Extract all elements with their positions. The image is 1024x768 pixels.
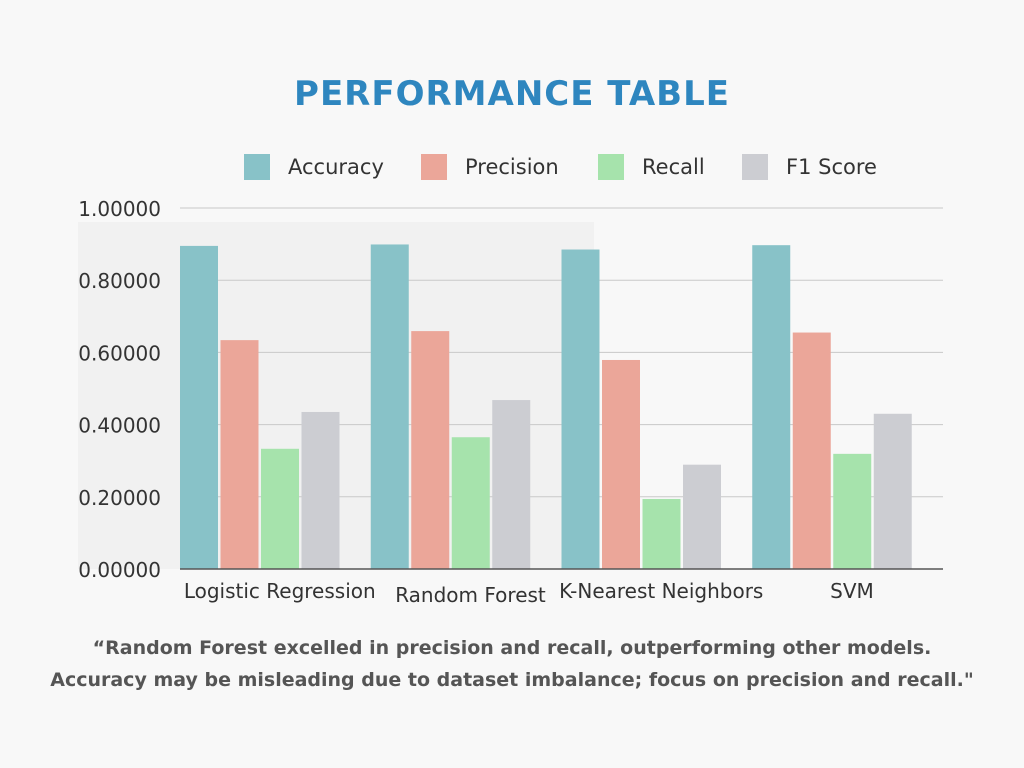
x-tick-label: SVM <box>830 579 874 603</box>
x-tick-label: Logistic Regression <box>184 579 376 603</box>
legend-label: Accuracy <box>288 155 384 179</box>
bar-precision <box>220 340 259 569</box>
bar-precision <box>602 359 640 569</box>
legend-item-accuracy: Accuracy <box>244 150 384 184</box>
y-tick-label: 1.00000 <box>78 197 161 221</box>
legend-item-recall: Recall <box>598 150 705 184</box>
bar-chart: 0.00000 0.20000 0.40000 0.60000 0.80000 1.000… <box>78 197 943 607</box>
legend-item-f1-score: F1 Score <box>742 150 877 184</box>
x-tick-label: Random Forest <box>395 583 546 607</box>
footer-line-2: Accuracy may be misleading due to datase… <box>50 669 974 691</box>
bar-precision <box>792 332 831 569</box>
bar-recall <box>642 498 681 569</box>
y-tick-label: 0.80000 <box>78 269 161 293</box>
legend-label: Precision <box>465 155 559 179</box>
bar-precision <box>411 331 450 569</box>
y-tick-label: 0.20000 <box>78 486 161 510</box>
bar-f1-score <box>492 400 531 569</box>
legend-swatch <box>421 154 447 180</box>
legend-label: F1 Score <box>786 155 877 179</box>
bar-recall <box>451 437 490 569</box>
x-tick-label: K-Nearest Neighbors <box>559 579 763 603</box>
footer-line-1: “Random Forest excelled in precision and… <box>92 637 932 659</box>
legend-swatch <box>598 154 624 180</box>
legend-swatch <box>742 154 768 180</box>
bar-recall <box>833 453 872 569</box>
y-tick-label: 0.60000 <box>78 341 161 365</box>
y-tick-label: 0.00000 <box>78 558 161 582</box>
legend-label: Recall <box>642 155 705 179</box>
bar-f1-score <box>683 464 721 569</box>
bar-accuracy <box>370 244 409 569</box>
bar-accuracy <box>180 245 218 569</box>
bar-f1-score <box>873 413 912 569</box>
y-tick-label: 0.40000 <box>78 414 161 438</box>
bar-f1-score <box>301 411 340 569</box>
bar-recall <box>261 448 299 569</box>
legend-swatch <box>244 154 270 180</box>
bar-accuracy <box>561 249 600 569</box>
footer-quote: “Random Forest excelled in precision and… <box>0 632 1024 696</box>
chart-legend: Accuracy Precision Recall F1 Score <box>0 150 1024 184</box>
page-title: PERFORMANCE TABLE <box>294 74 730 114</box>
legend-item-precision: Precision <box>421 150 559 184</box>
bar-accuracy <box>752 245 791 570</box>
